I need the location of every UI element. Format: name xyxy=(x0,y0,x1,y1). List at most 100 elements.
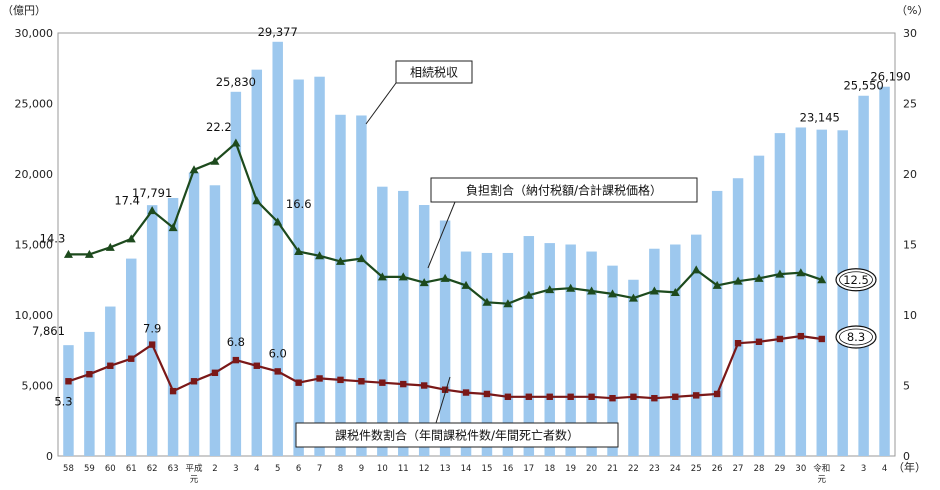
x-tick-label: 元 xyxy=(190,475,199,485)
tax-revenue-bar xyxy=(649,248,660,456)
burden-ratio-marker xyxy=(608,289,618,298)
burden-ratio-marker xyxy=(126,234,136,243)
burden-ratio-marker xyxy=(315,251,325,260)
tax-revenue-bar xyxy=(398,190,409,457)
taxable-ratio-marker xyxy=(316,375,323,382)
taxable-ratio-marker xyxy=(567,393,574,400)
tax-revenue-callout: 相続税収 xyxy=(410,66,458,80)
left-axis-unit: （億円） xyxy=(2,4,46,17)
taxable-ratio-callout-box xyxy=(295,422,619,448)
x-tick-label: 6 xyxy=(296,464,301,474)
left-tick-label: 20,000 xyxy=(15,168,54,181)
data-labels: 7,861 17,791 25,830 29,377 23,145 25,55026,19… xyxy=(32,25,911,408)
tax-revenue-bar xyxy=(732,178,744,457)
tax-revenue-bar xyxy=(670,244,681,456)
x-tick-label: 29 xyxy=(774,464,785,474)
taxable-ratio-marker xyxy=(818,335,825,343)
taxable-ratio-callout: 課税件数割合（年間課税件数/年間死亡者数） xyxy=(335,428,579,443)
x-tick-label: 59 xyxy=(84,464,95,474)
taxable-ratio-marker xyxy=(211,369,219,377)
x-tick-label: 10 xyxy=(377,464,388,474)
x-tick-label: 23 xyxy=(649,464,660,474)
left-tick-label: 15,000 xyxy=(15,239,54,252)
bar-value-label: 29,377 xyxy=(258,25,298,39)
x-tick-label: 13 xyxy=(440,464,451,474)
taxable-ratio-marker xyxy=(400,380,407,388)
x-tick-label: 22 xyxy=(628,464,639,474)
taxable-ratio-marker xyxy=(462,389,470,396)
taxable-ratio-value-label: 5.3 xyxy=(54,394,72,408)
burden-ratio-marker xyxy=(440,273,450,282)
taxable-ratio-marker xyxy=(253,362,260,369)
taxable-ratio-end-label: 8.3 xyxy=(847,330,865,344)
tax-revenue-bar xyxy=(335,114,346,456)
burden-ratio-value-label: 16.6 xyxy=(286,197,312,211)
tax-revenue-bar xyxy=(84,331,95,456)
burden-ratio-callout: 負担割合（納付税額/合計課税価格） xyxy=(466,183,662,198)
burden-ratio-marker xyxy=(168,223,178,232)
burden-ratio-marker xyxy=(335,256,345,265)
tax-revenue-bar xyxy=(105,306,116,456)
x-tick-label: 3 xyxy=(233,464,238,474)
x-tick-label: 63 xyxy=(168,464,179,474)
x-axis-unit: （年） xyxy=(893,460,926,474)
x-tick-label: 令和 xyxy=(813,463,830,474)
x-tick-label: 元 xyxy=(818,475,827,485)
burden-ratio-marker xyxy=(294,247,304,256)
x-tick-label: 61 xyxy=(126,464,137,474)
burden-ratio-marker xyxy=(733,276,743,285)
x-tick-label: 8 xyxy=(338,464,343,474)
x-tick-label: 2 xyxy=(840,464,845,474)
burden-ratio-marker xyxy=(566,283,576,292)
left-tick-label: 30,000 xyxy=(15,27,54,40)
burden-ratio-marker xyxy=(356,254,366,263)
taxable-ratio-marker xyxy=(169,387,177,395)
x-tick-label: 4 xyxy=(254,464,259,474)
tax-revenue-bar xyxy=(502,252,514,456)
burden-ratio-marker xyxy=(545,285,555,294)
tax-revenue-bar xyxy=(628,279,639,456)
right-tick-label: 5 xyxy=(903,380,910,393)
taxable-ratio-marker xyxy=(232,356,240,364)
burden-ratio-marker xyxy=(84,249,94,258)
burden-ratio-marker xyxy=(63,249,73,258)
burden-ratio-marker xyxy=(105,242,115,251)
burden-ratio-marker xyxy=(796,268,806,277)
x-tick-label: 4 xyxy=(882,464,887,474)
taxable-ratio-marker xyxy=(295,379,302,386)
taxable-ratio-marker xyxy=(420,382,428,389)
tax-revenue-bar xyxy=(146,205,158,456)
x-tick-label: 17 xyxy=(523,464,534,474)
tax-revenue-bar xyxy=(377,186,388,456)
burden-ratio-value-label: 22.2 xyxy=(206,120,232,134)
taxable-ratio-marker xyxy=(128,355,135,362)
tax-revenue-bar xyxy=(460,251,472,456)
taxable-ratio-marker xyxy=(630,393,637,400)
tax-revenue-bar xyxy=(251,69,263,456)
tax-revenue-bar xyxy=(230,91,242,456)
x-tick-label: 25 xyxy=(691,464,702,474)
taxable-ratio-marker xyxy=(672,393,679,400)
taxable-ratio-value-label: 6.0 xyxy=(269,346,287,360)
burden-ratio-marker xyxy=(189,165,199,174)
burden-ratio-marker xyxy=(419,278,429,287)
taxable-ratio-marker xyxy=(797,332,805,340)
burden-ratio-marker xyxy=(775,269,785,278)
taxable-ratio-marker xyxy=(546,393,553,400)
taxable-ratio-marker xyxy=(609,394,616,402)
burden-ratio-marker xyxy=(461,280,471,289)
x-tick-label: 12 xyxy=(419,464,430,474)
burden-ratio-marker xyxy=(817,275,827,284)
right-tick-label: 15 xyxy=(903,239,917,252)
tax-revenue-bar xyxy=(544,243,555,456)
x-tick-label: 21 xyxy=(607,464,618,474)
taxable-ratio-marker xyxy=(441,386,449,393)
x-tick-label: 19 xyxy=(565,464,576,474)
x-tick-label: 58 xyxy=(63,464,74,474)
x-tick-label: 14 xyxy=(461,464,472,474)
tax-revenue-bar xyxy=(879,86,890,456)
tax-revenue-bar xyxy=(209,185,221,456)
burden-ratio-marker xyxy=(503,299,513,308)
taxable-ratio-marker xyxy=(504,393,512,400)
x-tick-label: 15 xyxy=(482,464,493,474)
